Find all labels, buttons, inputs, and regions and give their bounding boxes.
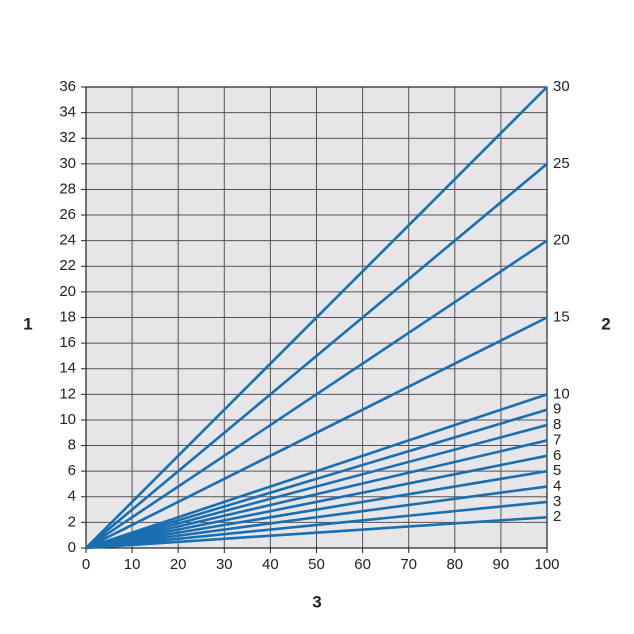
y2-axis-title: 2: [601, 314, 610, 333]
y-tick-label: 2: [68, 513, 76, 530]
series-line: [85, 469, 548, 550]
y-tick-label: 36: [59, 78, 76, 95]
y-tick-label: 22: [59, 257, 76, 274]
x-tick-label: 80: [446, 556, 463, 573]
series-label: 4: [553, 478, 561, 495]
series-line: [85, 408, 548, 550]
series-line: [85, 239, 548, 550]
y-tick-label: 0: [68, 539, 76, 556]
series-label: 30: [553, 78, 570, 95]
y-tick-label: 20: [59, 283, 76, 300]
series-line: [85, 162, 548, 549]
series-label: 9: [553, 401, 561, 418]
series-line: [85, 423, 548, 550]
y-tick-label: 14: [59, 360, 76, 377]
y-tick-label: 4: [68, 488, 76, 505]
y-tick-label: 32: [59, 129, 76, 146]
series-line: [85, 393, 548, 550]
x-tick-label: 10: [124, 556, 141, 573]
y-tick-label: 26: [59, 206, 76, 223]
y-tick-label: 28: [59, 180, 76, 197]
x-tick-label: 50: [308, 556, 325, 573]
x-tick-label: 40: [262, 556, 279, 573]
series-line: [85, 500, 548, 550]
series-label: 7: [553, 431, 561, 448]
series-label: 3: [553, 493, 561, 510]
series-label: 5: [553, 462, 561, 479]
series-label: 15: [553, 308, 570, 325]
y-tick-label: 6: [68, 462, 76, 479]
x-tick-label: 30: [216, 556, 233, 573]
y-tick-label: 34: [59, 104, 76, 121]
series-line: [85, 86, 548, 549]
series-label: 25: [553, 155, 570, 172]
series-line: [85, 316, 548, 550]
y-tick-label: 12: [59, 385, 76, 402]
x-tick-label: 20: [170, 556, 187, 573]
y-axis-title: 1: [23, 314, 32, 333]
y-tick-label: 8: [68, 437, 76, 454]
x-tick-label: 90: [493, 556, 510, 573]
series-line: [85, 454, 548, 550]
series-label: 6: [553, 447, 561, 464]
y-tick-label: 24: [59, 232, 76, 249]
x-tick-label: 70: [400, 556, 417, 573]
series-label: 20: [553, 232, 570, 249]
y-tick-label: 16: [59, 334, 76, 351]
y-tick-label: 10: [59, 411, 76, 428]
series-label: 2: [553, 508, 561, 525]
x-tick-label: 0: [82, 556, 90, 573]
series-line: [85, 485, 548, 550]
y-tick-label: 18: [59, 308, 76, 325]
x-axis-title: 3: [312, 592, 321, 611]
series-label: 8: [553, 416, 561, 433]
series-line: [85, 515, 548, 550]
series-line: [85, 439, 548, 550]
x-tick-label: 100: [534, 556, 559, 573]
x-tick-label: 60: [354, 556, 371, 573]
series-label: 10: [553, 385, 570, 402]
y-tick-label: 30: [59, 155, 76, 172]
